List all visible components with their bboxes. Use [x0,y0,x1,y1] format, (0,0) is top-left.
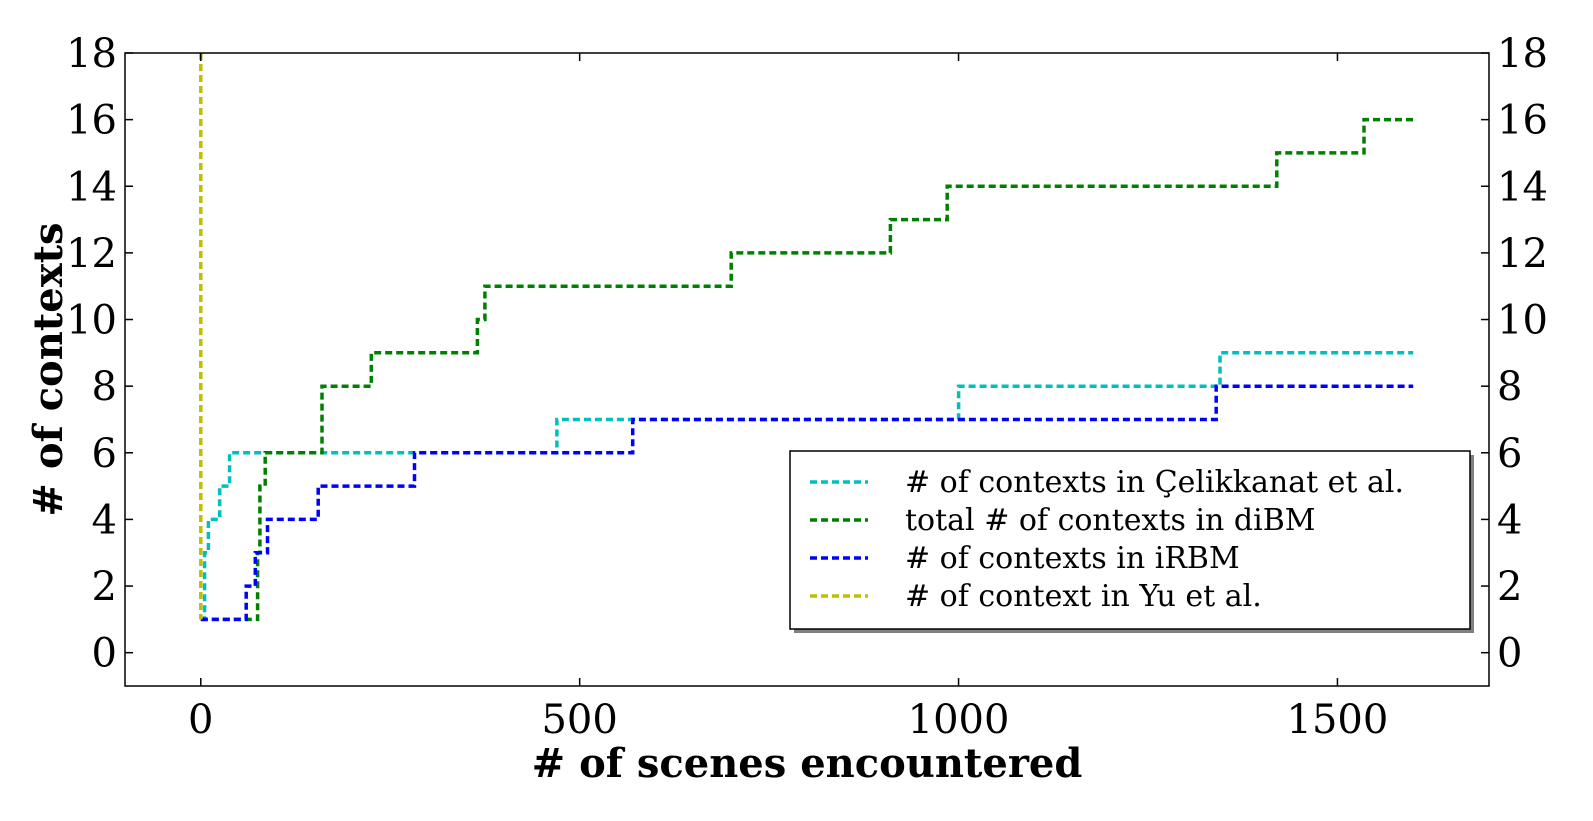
y-tick-label-right: 14 [1497,164,1548,210]
legend-entries: # of contexts in Çelikkanat et al.total … [810,465,1404,614]
legend-label-1: # of contexts in Çelikkanat et al. [905,465,1404,500]
y-tick-label-right: 8 [1497,364,1522,410]
y-tick-label-right: 16 [1497,98,1548,144]
y-tick-label-left: 14 [66,164,117,210]
axis-ticks [125,52,1489,686]
series-line-1 [200,351,1414,622]
y-tick-label-left: 4 [92,497,117,543]
series-line-3 [200,384,1414,622]
x-tick-label: 500 [541,697,617,743]
plot-frame [124,52,1490,687]
axis-tick-labels: 0 500 1000 1500 0 0 2 2 4 4 6 6 8 8 10 10 12 12 14 14 16 16 18… [66,31,1548,743]
legend-box [789,450,1471,630]
y-tick-label-right: 18 [1497,31,1548,77]
y-tick-label-left: 0 [92,631,117,677]
x-tick-label: 1000 [908,697,1010,743]
y-tick-label-left: 2 [92,564,117,610]
legend-label-4: # of context in Yu et al. [905,579,1262,614]
legend-label-2: total # of contexts in diBM [905,503,1315,538]
legend-label-3: # of contexts in iRBM [905,541,1240,576]
y-tick-label-left: 10 [66,298,117,344]
y-tick-label-left: 6 [92,431,117,477]
y-axis-label: # of contexts [25,222,72,516]
y-tick-label-left: 16 [66,98,117,144]
series-line-2 [200,117,1414,622]
y-tick-label-right: 6 [1497,431,1522,477]
series-lines [199,53,1414,622]
y-tick-label-left: 8 [92,364,117,410]
y-tick-label-left: 12 [66,231,117,277]
y-tick-label-right: 10 [1497,298,1548,344]
x-tick-label: 1500 [1287,697,1389,743]
x-tick-label: 0 [188,697,213,743]
y-tick-label-right: 0 [1497,631,1522,677]
y-tick-label-right: 12 [1497,231,1548,277]
x-axis-label: # of scenes encountered [532,740,1083,787]
y-tick-label-left: 18 [66,31,117,77]
y-tick-label-right: 2 [1497,564,1522,610]
y-tick-label-right: 4 [1497,497,1522,543]
legend: # of contexts in Çelikkanat et al.total … [789,450,1474,633]
